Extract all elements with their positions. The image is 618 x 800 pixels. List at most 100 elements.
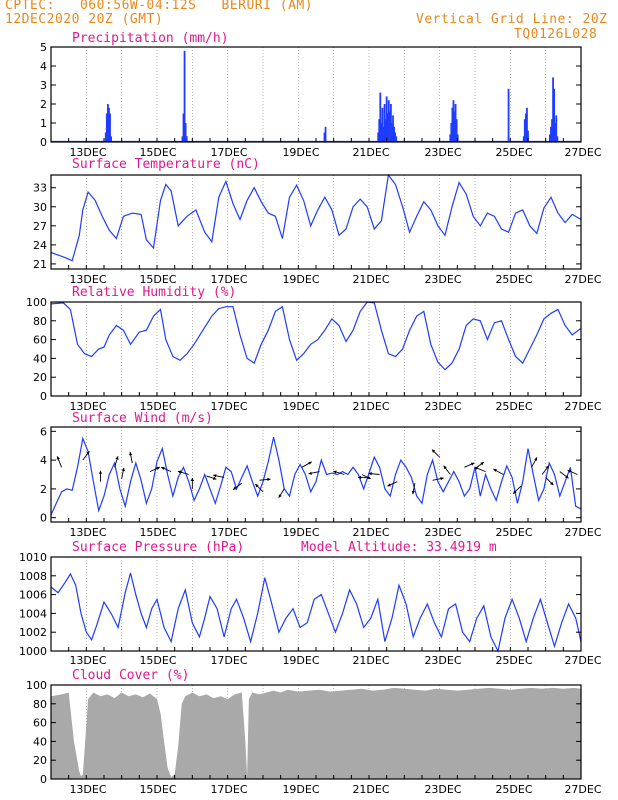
y-tick-label: 0 <box>40 512 47 525</box>
y-tick-label: 4 <box>40 454 47 467</box>
x-tick-label: 15DEC <box>139 273 176 286</box>
wind-arrowhead <box>212 476 217 480</box>
wind-arrowhead <box>86 451 90 455</box>
precip-bar <box>110 136 112 142</box>
y-tick-label: 1004 <box>19 607 47 620</box>
x-tick-label: 19DEC <box>282 526 319 539</box>
x-tick-label: 27DEC <box>564 273 601 286</box>
precip-bar <box>377 132 380 142</box>
y-tick-label: 20 <box>33 754 47 767</box>
y-tick-label: 33 <box>33 182 47 195</box>
x-tick-label: 17DEC <box>210 273 247 286</box>
wind-arrowhead <box>565 475 569 479</box>
panel-title: Surface Wind (m/s) <box>72 411 213 426</box>
y-tick-label: 21 <box>33 258 47 271</box>
x-tick-label: 23DEC <box>424 400 461 413</box>
x-tick-label: 27DEC <box>564 146 601 159</box>
panel-title: Surface Temperature (nC) <box>72 157 260 172</box>
precip-bar <box>386 113 389 142</box>
panel-title: Relative Humidity (%) <box>72 285 236 300</box>
y-tick-label: 1008 <box>19 570 47 583</box>
y-tick-label: 100 <box>26 679 47 692</box>
wind-arrowhead <box>308 461 312 465</box>
x-tick-label: 19DEC <box>282 783 319 796</box>
y-tick-label: 1002 <box>19 626 47 639</box>
y-tick-label: 2 <box>40 98 47 111</box>
x-tick-label: 27DEC <box>564 783 601 796</box>
panel-title: Surface Pressure (hPa) <box>72 540 244 555</box>
y-tick-label: 40 <box>33 352 47 365</box>
x-tick-label: 15DEC <box>139 654 176 667</box>
panel-frame <box>50 46 582 143</box>
x-tick-label: 13DEC <box>69 783 106 796</box>
panel-2: 0 20 40 60 80 100 13DEC 15DEC 17DEC 19DEC 21DEC 23D… <box>26 285 602 413</box>
panel-frame <box>50 174 582 270</box>
precip-bar <box>451 107 454 142</box>
series-line <box>50 173 582 262</box>
x-tick-label: 23DEC <box>424 654 461 667</box>
x-tick-label: 19DEC <box>282 146 319 159</box>
x-tick-label: 15DEC <box>139 146 176 159</box>
location-header: CPTEC: 060:56W-04:12S BERURI (AM) <box>5 0 314 13</box>
wind-arrowhead <box>308 471 312 475</box>
wind-arrowhead <box>156 466 160 471</box>
panel-title: Cloud Cover (%) <box>72 668 189 683</box>
precip-bar <box>108 107 110 142</box>
panel-4: 1000 1002 1004 1006 1008 1010 13DEC 15DEC 17DEC 1… <box>19 540 602 667</box>
x-tick-label: 21DEC <box>352 400 389 413</box>
precip-bar <box>185 136 188 142</box>
wind-arrowhead <box>278 494 282 498</box>
x-tick-label: 25DEC <box>495 654 532 667</box>
panel-frame <box>50 426 582 523</box>
series-line <box>50 301 582 371</box>
precip-bar <box>323 132 326 142</box>
precip-bar <box>379 92 382 142</box>
wind-arrowhead <box>443 465 447 470</box>
x-tick-label: 17DEC <box>210 400 247 413</box>
panel-5: 0 20 40 60 80 100 13DEC 15DEC 17DEC 19DEC 21DEC 23D… <box>26 668 602 796</box>
precip-bar <box>555 115 558 142</box>
x-tick-label: 25DEC <box>495 400 532 413</box>
wind-arrowhead <box>550 481 554 486</box>
y-tick-label: 0 <box>40 773 47 786</box>
precip-bar <box>450 123 453 142</box>
precip-bar <box>455 119 458 142</box>
y-tick-label: 60 <box>33 717 47 730</box>
y-tick-label: 4 <box>40 60 47 73</box>
wind-arrowhead <box>440 477 444 481</box>
wind-arrowhead <box>213 474 217 478</box>
wind-arrowhead <box>387 483 391 487</box>
precip-bar <box>452 100 455 142</box>
y-tick-label: 20 <box>33 371 47 384</box>
model-id: TQ0126L028 <box>514 27 598 42</box>
y-tick-label: 40 <box>33 735 47 748</box>
precip-bar <box>391 123 393 142</box>
precip-bar <box>552 77 554 142</box>
y-tick-label: 2 <box>40 483 47 496</box>
x-tick-label: 27DEC <box>564 654 601 667</box>
x-tick-label: 23DEC <box>424 526 461 539</box>
panel-0: 0 1 2 3 4 5 13DEC 15DEC 17DEC 19DEC 21DEC 23DEC 25DE… <box>40 31 602 159</box>
y-tick-label: 30 <box>33 201 47 214</box>
y-tick-label: 100 <box>26 296 47 309</box>
wind-arrowhead <box>121 467 125 472</box>
x-tick-label: 27DEC <box>564 400 601 413</box>
grid-line-info: Vertical Grid Line: 20Z <box>416 12 608 27</box>
x-tick-label: 25DEC <box>495 146 532 159</box>
x-tick-label: 13DEC <box>69 273 106 286</box>
y-tick-label: 24 <box>33 239 47 252</box>
x-tick-label: 25DEC <box>495 526 532 539</box>
precip-bar <box>378 119 381 142</box>
wind-arrowhead <box>190 477 195 481</box>
x-tick-label: 17DEC <box>210 146 247 159</box>
x-tick-label: 15DEC <box>139 783 176 796</box>
series-line <box>50 572 582 653</box>
y-tick-label: 0 <box>40 390 47 403</box>
precip-bar <box>549 134 551 142</box>
y-tick-label: 80 <box>33 698 47 711</box>
precip-bar <box>181 136 184 142</box>
precip-bar <box>550 126 552 142</box>
wind-arrowhead <box>534 457 538 461</box>
precip-bar <box>507 88 510 142</box>
x-tick-label: 19DEC <box>282 654 319 667</box>
